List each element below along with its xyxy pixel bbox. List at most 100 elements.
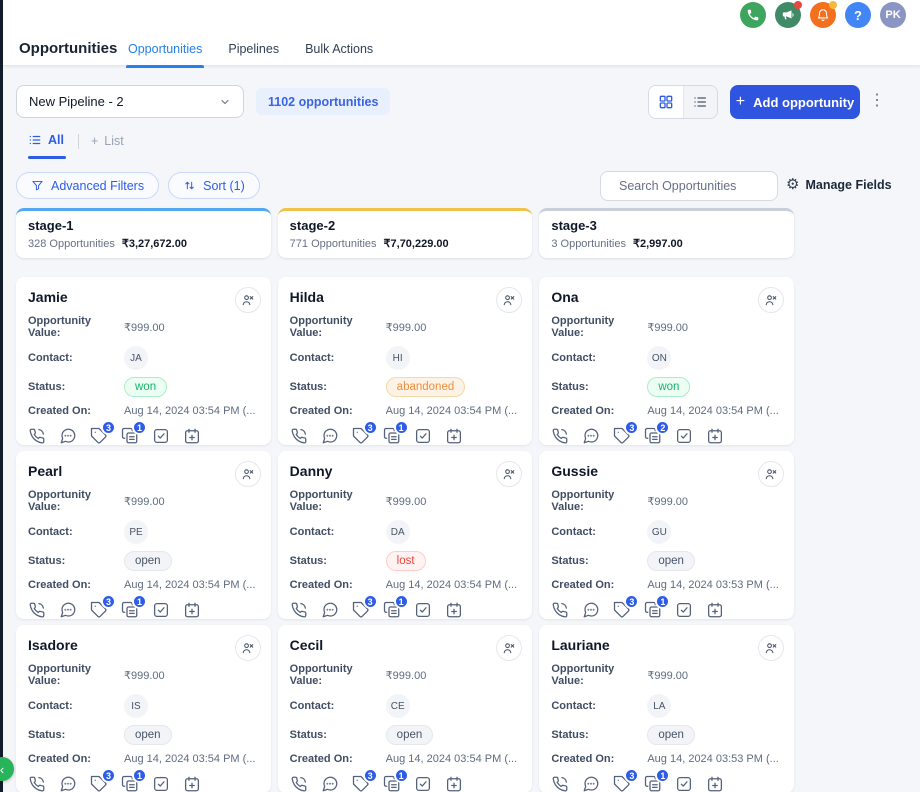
assign-owner-button[interactable] [235,287,261,313]
card-name[interactable]: Gussie [551,463,782,479]
tasks-icon[interactable] [152,427,170,445]
add-list-tab[interactable]: + List [91,134,124,158]
message-icon[interactable] [321,601,339,619]
contact-avatar[interactable]: IS [124,694,148,718]
grid-view-button[interactable] [649,86,683,118]
tab-all[interactable]: All [28,133,64,159]
contact-avatar[interactable]: CE [386,694,410,718]
message-icon[interactable] [582,775,600,792]
call-icon[interactable] [28,775,46,792]
tags-icon[interactable]: 3 [613,601,631,619]
assign-owner-button[interactable] [496,635,522,661]
bell-icon[interactable] [810,2,836,28]
assign-owner-button[interactable] [758,461,784,487]
tasks-icon[interactable] [414,427,432,445]
notes-icon[interactable]: 1 [121,427,139,445]
opportunity-card[interactable]: Gussie Opportunity Value: ₹999.00 Contac… [539,451,794,619]
assign-owner-button[interactable] [496,287,522,313]
tags-icon[interactable]: 3 [613,427,631,445]
message-icon[interactable] [59,775,77,792]
notes-icon[interactable]: 2 [644,427,662,445]
opportunity-card[interactable]: Danny Opportunity Value: ₹999.00 Contact… [278,451,533,619]
calendar-add-icon[interactable] [445,427,463,445]
contact-avatar[interactable]: DA [386,520,410,544]
tab-bulk-actions[interactable]: Bulk Actions [305,42,373,68]
tasks-icon[interactable] [675,427,693,445]
opportunity-card[interactable]: Lauriane Opportunity Value: ₹999.00 Cont… [539,625,794,792]
tags-icon[interactable]: 3 [90,601,108,619]
tasks-icon[interactable] [675,601,693,619]
sort-button[interactable]: Sort (1) [168,172,260,199]
tasks-icon[interactable] [414,601,432,619]
opportunity-card[interactable]: Pearl Opportunity Value: ₹999.00 Contact… [16,451,271,619]
contact-avatar[interactable]: LA [647,694,671,718]
calendar-add-icon[interactable] [706,601,724,619]
calendar-add-icon[interactable] [706,775,724,792]
notes-icon[interactable]: 1 [121,601,139,619]
manage-fields-button[interactable]: ⚙ Manage Fields [786,177,892,192]
assign-owner-button[interactable] [235,635,261,661]
card-name[interactable]: Cecil [290,637,521,653]
calendar-add-icon[interactable] [183,427,201,445]
calendar-add-icon[interactable] [445,601,463,619]
tags-icon[interactable]: 3 [90,427,108,445]
tasks-icon[interactable] [675,775,693,792]
opportunity-card[interactable]: Cecil Opportunity Value: ₹999.00 Contact… [278,625,533,792]
message-icon[interactable] [321,427,339,445]
notes-icon[interactable]: 1 [383,775,401,792]
opportunity-card[interactable]: Hilda Opportunity Value: ₹999.00 Contact… [278,277,533,445]
notes-icon[interactable]: 1 [644,775,662,792]
notes-icon[interactable]: 1 [383,601,401,619]
contact-avatar[interactable]: HI [386,346,410,370]
list-view-button[interactable] [683,86,718,118]
megaphone-icon[interactable] [775,2,801,28]
tasks-icon[interactable] [152,601,170,619]
message-icon[interactable] [321,775,339,792]
message-icon[interactable] [59,601,77,619]
phone-icon[interactable] [740,2,766,28]
tab-pipelines[interactable]: Pipelines [228,42,279,68]
pipeline-select[interactable]: New Pipeline - 2 [16,85,244,118]
message-icon[interactable] [582,601,600,619]
contact-avatar[interactable]: ON [647,346,671,370]
assign-owner-button[interactable] [235,461,261,487]
card-name[interactable]: Hilda [290,289,521,305]
tags-icon[interactable]: 3 [90,775,108,792]
notes-icon[interactable]: 1 [383,427,401,445]
assign-owner-button[interactable] [496,461,522,487]
tags-icon[interactable]: 3 [352,775,370,792]
card-name[interactable]: Lauriane [551,637,782,653]
chat-widget-button[interactable]: ‹ [0,757,14,781]
tasks-icon[interactable] [152,775,170,792]
contact-avatar[interactable]: GU [647,520,671,544]
help-icon[interactable]: ? [845,2,871,28]
notes-icon[interactable]: 1 [644,601,662,619]
message-icon[interactable] [59,427,77,445]
search-input[interactable] [619,179,780,193]
opportunity-card[interactable]: Isadore Opportunity Value: ₹999.00 Conta… [16,625,271,792]
card-name[interactable]: Danny [290,463,521,479]
tags-icon[interactable]: 3 [352,601,370,619]
add-opportunity-button[interactable]: + Add opportunity [730,85,860,119]
more-options-kebab[interactable]: ⋮ [869,92,883,110]
notes-icon[interactable]: 1 [121,775,139,792]
card-name[interactable]: Isadore [28,637,259,653]
user-avatar[interactable]: PK [880,2,906,28]
calendar-add-icon[interactable] [183,775,201,792]
tasks-icon[interactable] [414,775,432,792]
call-icon[interactable] [28,601,46,619]
call-icon[interactable] [290,427,308,445]
call-icon[interactable] [28,427,46,445]
assign-owner-button[interactable] [758,287,784,313]
assign-owner-button[interactable] [758,635,784,661]
call-icon[interactable] [290,601,308,619]
tags-icon[interactable]: 3 [352,427,370,445]
contact-avatar[interactable]: PE [124,520,148,544]
call-icon[interactable] [290,775,308,792]
calendar-add-icon[interactable] [706,427,724,445]
contact-avatar[interactable]: JA [124,346,148,370]
calendar-add-icon[interactable] [183,601,201,619]
call-icon[interactable] [551,775,569,792]
card-name[interactable]: Jamie [28,289,259,305]
card-name[interactable]: Pearl [28,463,259,479]
